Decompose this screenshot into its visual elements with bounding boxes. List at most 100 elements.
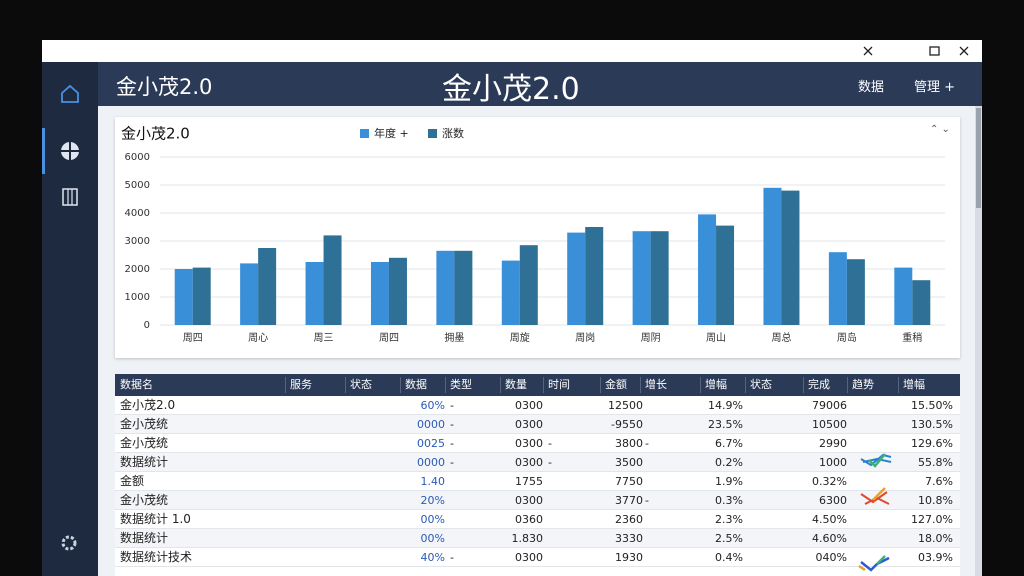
table-cell: 3330 [615, 532, 643, 545]
bar [454, 250, 473, 325]
scrollbar[interactable] [975, 106, 982, 576]
table-cell: 0.32% [812, 475, 847, 488]
table-cell: 03.9% [918, 551, 953, 564]
table-cell: 0.3% [715, 494, 743, 507]
table-cell: 129.6% [911, 437, 953, 450]
table-cell: -9550 [611, 418, 643, 431]
table-cell: 20% [420, 494, 445, 507]
table-cell: 金小茂统 [120, 436, 169, 450]
table-cell: 7750 [615, 475, 643, 488]
y-tick-label: 6000 [125, 152, 150, 163]
table-cell: 0300 [515, 456, 543, 469]
row-bg [115, 510, 960, 529]
menu-item[interactable]: 管理 + [914, 80, 956, 95]
settings-icon[interactable] [61, 535, 77, 551]
row-bg [115, 548, 960, 567]
x-tick-label: 周三 [314, 332, 334, 344]
table-cell: - [548, 456, 552, 469]
table-cell: 数据统计 [120, 455, 169, 469]
table-cell: 0300 [515, 437, 543, 450]
menu-item[interactable]: 数据 [858, 80, 885, 95]
bar [781, 190, 800, 325]
table-cell: 金小茂统 [120, 417, 169, 431]
x-tick-label: 周四 [379, 332, 399, 344]
table-cell: 6.7% [715, 437, 743, 450]
data-table: 数据名 服务 状态 数据 类型 数量 时间 金额 增长 增幅 状态 完成 趋势 增幅 金小茂2.0 60% -… [115, 374, 960, 576]
legend-swatch [360, 129, 369, 138]
table-cell: 1930 [615, 551, 643, 564]
table-cell: 6300 [819, 494, 847, 507]
column-header: 服务 [290, 378, 312, 391]
y-tick-label: 1000 [125, 292, 150, 303]
app-window: 金小茂2.0 金小茂2.0 数据 管理 + 金小茂2.0 ⌃ ⌄ 0 1000 20… [42, 40, 982, 576]
y-tick-label: 4000 [125, 208, 150, 219]
table-cell: 60% [420, 399, 445, 412]
chart-card: 金小茂2.0 ⌃ ⌄ 0 1000 2000 3000 4000 5000 6000 年度 +… [115, 117, 960, 358]
y-tick-label: 3000 [125, 236, 150, 247]
row-bg [115, 396, 960, 415]
active-indicator [42, 128, 45, 174]
table-cell: 127.0% [911, 513, 953, 526]
trend-icon [876, 555, 886, 565]
table-cell: 2.5% [715, 532, 743, 545]
table-header: 数据名 服务 状态 数据 类型 数量 时间 金额 增长 增幅 状态 完成 趋势 增幅 [115, 374, 960, 396]
column-divider [543, 377, 544, 393]
row-bg [115, 491, 960, 510]
trend-icon [860, 453, 892, 467]
chart: 金小茂2.0 ⌃ ⌄ 0 1000 2000 3000 4000 5000 6000 年度 +… [121, 124, 950, 344]
table-cell: 1000 [819, 456, 847, 469]
table-cell: - [450, 551, 454, 564]
table-cell: - [450, 399, 454, 412]
x-tick-label: 周岗 [575, 332, 595, 344]
table-cell: 1.40 [420, 475, 446, 488]
column-divider [745, 377, 746, 393]
table-cell: 00% [420, 532, 445, 545]
table-body: 金小茂2.0 60% -0300 12500 14.9% 79006 15.50% 金小茂统 0… [115, 396, 960, 576]
legend-label: 涨数 [442, 127, 464, 140]
column-divider [285, 377, 286, 393]
table-cell: 1755 [515, 475, 543, 488]
bar [567, 232, 586, 325]
table-cell: 18.0% [918, 532, 953, 545]
column-header: 增幅 [903, 378, 925, 391]
table-cell: 0300 [515, 494, 543, 507]
table-cell: - [645, 494, 649, 507]
column-header: 趋势 [852, 378, 874, 391]
column-divider [445, 377, 446, 393]
column-header: 类型 [450, 378, 472, 391]
table-icon[interactable] [62, 188, 78, 206]
x-tick-label: 周山 [706, 332, 726, 344]
x-tick-label: 拥墨 [444, 331, 464, 344]
home-icon[interactable] [61, 84, 79, 103]
table-cell: 0000 [417, 418, 445, 431]
table-cell: 2990 [819, 437, 847, 450]
table-cell: 1.9% [715, 475, 743, 488]
chart-title: 金小茂2.0 [121, 125, 190, 143]
table-cell: - [548, 437, 552, 450]
y-tick-label: 2000 [125, 264, 150, 275]
scroll-thumb[interactable] [976, 108, 981, 208]
table-cell: 0000 [417, 456, 445, 469]
column-divider [400, 377, 401, 393]
table-cell: 4.60% [812, 532, 847, 545]
table-cell: 55.8% [918, 456, 953, 469]
table-cell: 79006 [812, 399, 847, 412]
table-cell: 3500 [615, 456, 643, 469]
window-controls[interactable] [852, 44, 972, 58]
column-divider [600, 377, 601, 393]
table-cell: 0.4% [715, 551, 743, 564]
x-tick-label: 周总 [771, 331, 791, 344]
table-cell: 0300 [515, 399, 543, 412]
close[interactable] [959, 46, 969, 56]
card-controls[interactable]: ⌃ ⌄ [930, 124, 950, 135]
maximize[interactable] [929, 46, 940, 56]
table-cell: - [450, 437, 454, 450]
bar [305, 262, 324, 325]
column-header: 数量 [505, 378, 527, 391]
chart-icon-cut [61, 142, 79, 160]
column-divider [847, 377, 848, 393]
close-small[interactable] [863, 46, 873, 56]
bar [828, 252, 847, 325]
x-tick-label: 周心 [248, 332, 268, 344]
